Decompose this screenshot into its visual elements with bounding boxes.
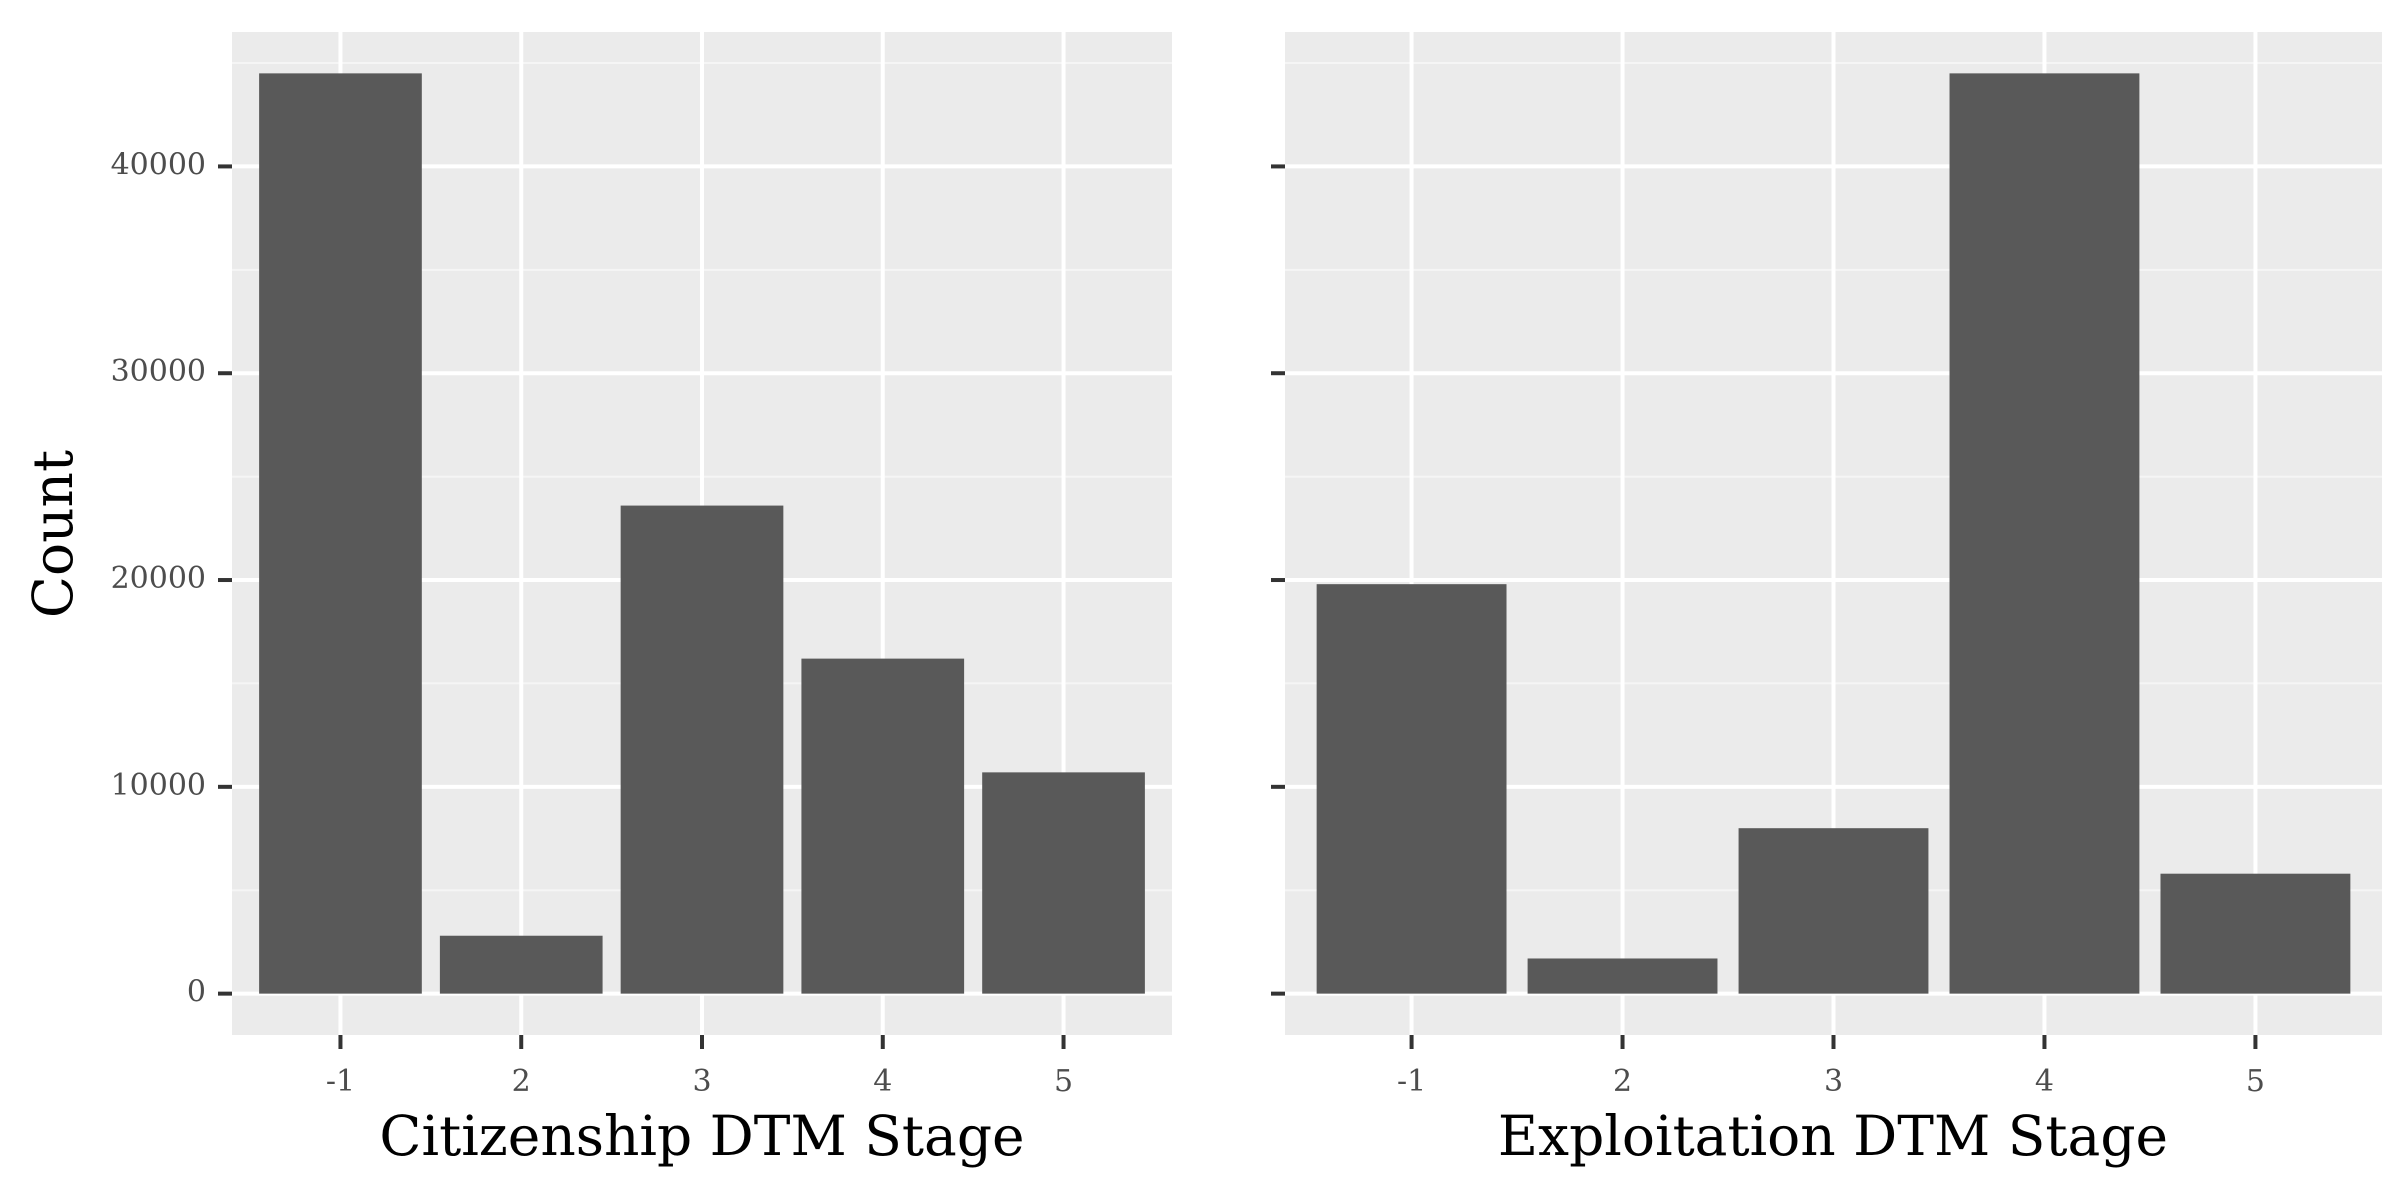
x-tick-label: 3: [1824, 1064, 1843, 1099]
bar: [620, 505, 784, 994]
bars: [259, 73, 1145, 994]
ticks: -1 2 3 4 5: [1271, 164, 2265, 1099]
y-tick-label: 30000: [111, 354, 206, 389]
y-tick-label: 20000: [111, 561, 206, 596]
bar: [2160, 873, 2351, 994]
x-tick-label: -1: [1397, 1064, 1426, 1099]
bar: [982, 772, 1145, 994]
x-tick-label: 2: [1613, 1064, 1632, 1099]
panel-citizenship: -1 2 3 4 5 0 10000 20000 30000 40000 Citizenship …: [111, 32, 1172, 1168]
x-tick-label: 2: [512, 1064, 531, 1099]
bar: [259, 73, 422, 994]
bar: [1316, 584, 1507, 994]
bar: [801, 658, 965, 994]
bar: [439, 935, 603, 994]
x-tick-label: 4: [873, 1064, 892, 1099]
x-tick-label: 5: [2246, 1064, 2265, 1099]
x-axis-title: Exploitation DTM Stage: [1498, 1104, 2168, 1168]
x-tick-label: 3: [692, 1064, 711, 1099]
x-tick-label: 5: [1054, 1064, 1073, 1099]
x-tick-label: -1: [326, 1064, 355, 1099]
bar: [1527, 958, 1718, 994]
bars: [1316, 73, 2351, 994]
x-tick-label: 4: [2035, 1064, 2054, 1099]
x-axis-title: Citizenship DTM Stage: [379, 1104, 1024, 1168]
panel-exploitation: -1 2 3 4 5 Exploitation DTM Stage: [1271, 32, 2382, 1168]
ticks: -1 2 3 4 5 0 10000 20000 30000 40000: [111, 147, 1074, 1099]
y-axis-title: Count: [21, 450, 85, 618]
y-tick-label: 0: [187, 975, 206, 1010]
bar: [1738, 828, 1929, 994]
bar: [1949, 73, 2140, 994]
y-tick-label: 40000: [111, 147, 206, 182]
y-tick-label: 10000: [111, 768, 206, 803]
